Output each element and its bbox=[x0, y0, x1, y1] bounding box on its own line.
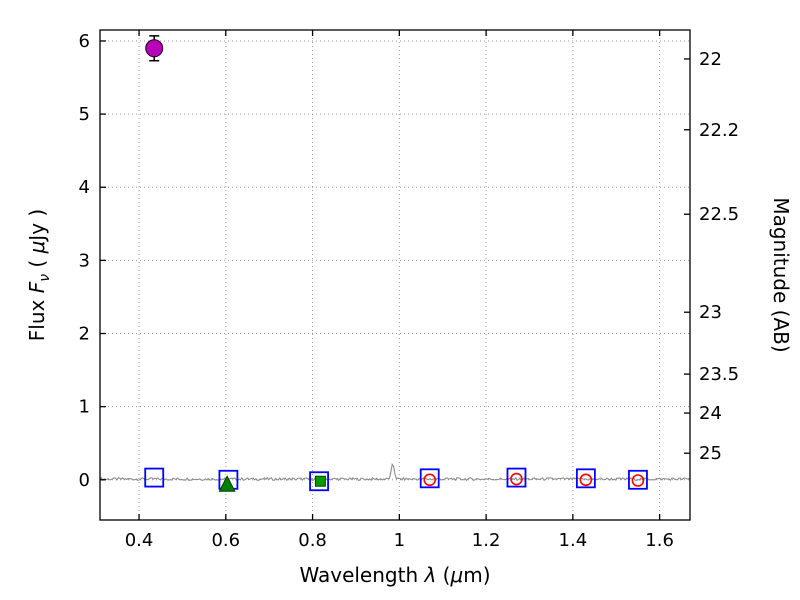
x-tick-label: 1 bbox=[394, 530, 405, 551]
band-photometry-squares-marker bbox=[506, 467, 527, 488]
y-tick-label-left: 3 bbox=[79, 250, 90, 271]
detected-flux-point-marker bbox=[145, 39, 164, 58]
model-photometry-circles-marker bbox=[631, 474, 645, 487]
y-tick-label-right: 25 bbox=[699, 443, 722, 464]
model-photometry-square bbox=[314, 475, 326, 487]
y-tick-label-left: 5 bbox=[79, 104, 90, 125]
y-axis-label-right: Magnitude (AB) bbox=[769, 197, 793, 352]
y-axis-label-left: Flux Fν ( μJy ) bbox=[25, 209, 53, 341]
x-tick-label: 1.2 bbox=[472, 530, 501, 551]
x-tick-label: 0.8 bbox=[298, 530, 327, 551]
band-photometry-squares-marker bbox=[419, 468, 440, 489]
x-tick-label: 0.4 bbox=[125, 530, 154, 551]
plot-frame bbox=[99, 29, 691, 521]
band-photometry-squares-marker bbox=[309, 471, 329, 492]
y-tick-label-right: 23.5 bbox=[699, 364, 739, 385]
y-tick-label-left: 4 bbox=[79, 177, 90, 198]
upper-limit-triangle bbox=[218, 475, 236, 492]
model-photometry-circles-marker bbox=[579, 473, 593, 487]
y-tick-label-left: 6 bbox=[79, 31, 90, 52]
model-photometry-square-marker bbox=[314, 475, 326, 487]
y-tick-label-left: 2 bbox=[79, 324, 90, 345]
y-tick-label-left: 0 bbox=[79, 470, 90, 491]
y-tick-label-right: 24 bbox=[699, 403, 722, 424]
x-tick-label: 1.6 bbox=[645, 530, 674, 551]
x-axis-label: Wavelength λ (μm) bbox=[299, 563, 490, 587]
model-photometry-circles bbox=[423, 472, 645, 487]
detected-flux-point bbox=[145, 35, 164, 62]
model-photometry-circles-marker bbox=[423, 473, 437, 487]
upper-limit-triangle-marker bbox=[218, 475, 236, 492]
x-tick-label: 0.6 bbox=[211, 530, 240, 551]
y-tick-label-left: 1 bbox=[79, 397, 90, 418]
band-photometry-squares-marker bbox=[628, 469, 648, 490]
y-tick-label-right: 23 bbox=[699, 302, 722, 323]
band-photometry-squares bbox=[144, 467, 648, 492]
model-photometry-circles-marker bbox=[510, 472, 523, 486]
y-tick-label-right: 22.5 bbox=[699, 204, 739, 225]
y-tick-label-right: 22.2 bbox=[699, 120, 739, 141]
y-tick-label-right: 22 bbox=[699, 49, 722, 70]
x-tick-label: 1.4 bbox=[559, 530, 588, 551]
band-photometry-squares-marker bbox=[575, 468, 596, 489]
band-photometry-squares-marker bbox=[144, 467, 165, 488]
